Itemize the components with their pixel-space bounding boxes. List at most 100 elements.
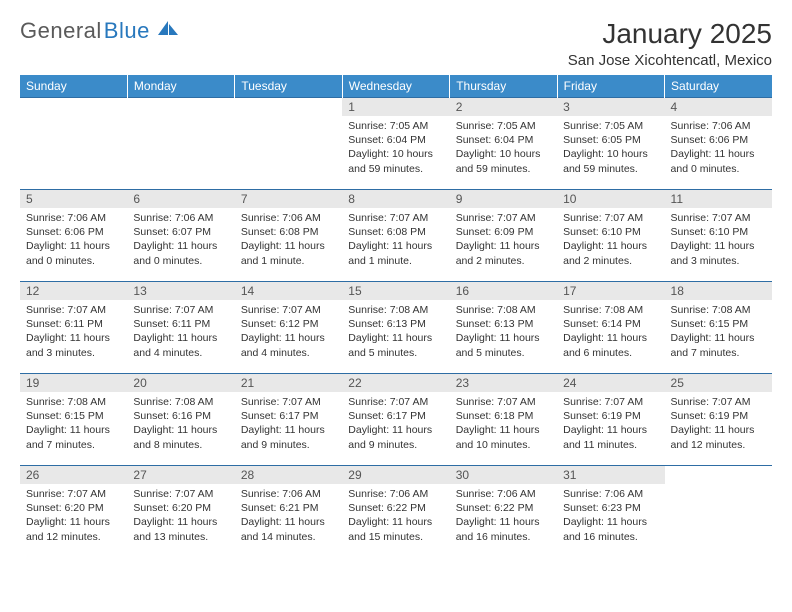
day-number: 3: [557, 98, 664, 116]
weekday-header: Monday: [127, 75, 234, 98]
calendar-day-cell: 10Sunrise: 7:07 AMSunset: 6:10 PMDayligh…: [557, 190, 664, 282]
day-details: Sunrise: 7:07 AMSunset: 6:17 PMDaylight:…: [342, 392, 449, 455]
day-details: Sunrise: 7:08 AMSunset: 6:13 PMDaylight:…: [342, 300, 449, 363]
month-title: January 2025: [568, 18, 772, 50]
day-number: 8: [342, 190, 449, 208]
day-details: Sunrise: 7:07 AMSunset: 6:20 PMDaylight:…: [127, 484, 234, 547]
day-number: 22: [342, 374, 449, 392]
calendar-day-cell: 7Sunrise: 7:06 AMSunset: 6:08 PMDaylight…: [235, 190, 342, 282]
calendar-day-cell: 28Sunrise: 7:06 AMSunset: 6:21 PMDayligh…: [235, 466, 342, 558]
calendar-day-cell: 2Sunrise: 7:05 AMSunset: 6:04 PMDaylight…: [450, 98, 557, 190]
day-number: 30: [450, 466, 557, 484]
calendar-table: SundayMondayTuesdayWednesdayThursdayFrid…: [20, 75, 772, 558]
day-details: Sunrise: 7:07 AMSunset: 6:11 PMDaylight:…: [20, 300, 127, 363]
title-block: January 2025 San Jose Xicohtencatl, Mexi…: [568, 18, 772, 69]
calendar-day-cell: 20Sunrise: 7:08 AMSunset: 6:16 PMDayligh…: [127, 374, 234, 466]
day-number: 27: [127, 466, 234, 484]
calendar-day-cell: 26Sunrise: 7:07 AMSunset: 6:20 PMDayligh…: [20, 466, 127, 558]
day-number: 21: [235, 374, 342, 392]
day-number: 29: [342, 466, 449, 484]
calendar-day-cell: 8Sunrise: 7:07 AMSunset: 6:08 PMDaylight…: [342, 190, 449, 282]
calendar-day-cell: 16Sunrise: 7:08 AMSunset: 6:13 PMDayligh…: [450, 282, 557, 374]
day-details: Sunrise: 7:07 AMSunset: 6:11 PMDaylight:…: [127, 300, 234, 363]
calendar-day-cell: 31Sunrise: 7:06 AMSunset: 6:23 PMDayligh…: [557, 466, 664, 558]
day-number: 24: [557, 374, 664, 392]
calendar-day-cell: .: [127, 98, 234, 190]
day-number: 14: [235, 282, 342, 300]
calendar-week-row: 19Sunrise: 7:08 AMSunset: 6:15 PMDayligh…: [20, 374, 772, 466]
calendar-day-cell: 27Sunrise: 7:07 AMSunset: 6:20 PMDayligh…: [127, 466, 234, 558]
calendar-day-cell: 9Sunrise: 7:07 AMSunset: 6:09 PMDaylight…: [450, 190, 557, 282]
day-details: Sunrise: 7:06 AMSunset: 6:07 PMDaylight:…: [127, 208, 234, 271]
day-details: Sunrise: 7:08 AMSunset: 6:15 PMDaylight:…: [665, 300, 772, 363]
calendar-week-row: 12Sunrise: 7:07 AMSunset: 6:11 PMDayligh…: [20, 282, 772, 374]
day-number: 5: [20, 190, 127, 208]
calendar-day-cell: .: [665, 466, 772, 558]
day-details: Sunrise: 7:07 AMSunset: 6:19 PMDaylight:…: [665, 392, 772, 455]
location: San Jose Xicohtencatl, Mexico: [568, 52, 772, 69]
calendar-day-cell: 22Sunrise: 7:07 AMSunset: 6:17 PMDayligh…: [342, 374, 449, 466]
calendar-day-cell: 5Sunrise: 7:06 AMSunset: 6:06 PMDaylight…: [20, 190, 127, 282]
calendar-day-cell: 30Sunrise: 7:06 AMSunset: 6:22 PMDayligh…: [450, 466, 557, 558]
day-details: Sunrise: 7:06 AMSunset: 6:22 PMDaylight:…: [342, 484, 449, 547]
calendar-head: SundayMondayTuesdayWednesdayThursdayFrid…: [20, 75, 772, 98]
day-number: 13: [127, 282, 234, 300]
calendar-day-cell: 1Sunrise: 7:05 AMSunset: 6:04 PMDaylight…: [342, 98, 449, 190]
day-number: 16: [450, 282, 557, 300]
calendar-day-cell: 18Sunrise: 7:08 AMSunset: 6:15 PMDayligh…: [665, 282, 772, 374]
day-number: 9: [450, 190, 557, 208]
day-details: Sunrise: 7:07 AMSunset: 6:08 PMDaylight:…: [342, 208, 449, 271]
day-details: Sunrise: 7:06 AMSunset: 6:06 PMDaylight:…: [665, 116, 772, 179]
calendar-day-cell: .: [20, 98, 127, 190]
calendar-day-cell: 3Sunrise: 7:05 AMSunset: 6:05 PMDaylight…: [557, 98, 664, 190]
day-details: Sunrise: 7:07 AMSunset: 6:09 PMDaylight:…: [450, 208, 557, 271]
day-number: 26: [20, 466, 127, 484]
calendar-day-cell: 6Sunrise: 7:06 AMSunset: 6:07 PMDaylight…: [127, 190, 234, 282]
day-number: 10: [557, 190, 664, 208]
day-number: 19: [20, 374, 127, 392]
day-number: 4: [665, 98, 772, 116]
day-number: 1: [342, 98, 449, 116]
calendar-day-cell: 17Sunrise: 7:08 AMSunset: 6:14 PMDayligh…: [557, 282, 664, 374]
day-number: 7: [235, 190, 342, 208]
calendar-day-cell: 23Sunrise: 7:07 AMSunset: 6:18 PMDayligh…: [450, 374, 557, 466]
calendar-body: ...1Sunrise: 7:05 AMSunset: 6:04 PMDayli…: [20, 98, 772, 558]
calendar-day-cell: 29Sunrise: 7:06 AMSunset: 6:22 PMDayligh…: [342, 466, 449, 558]
logo-text-gray: General: [20, 18, 102, 44]
weekday-header: Wednesday: [342, 75, 449, 98]
day-details: Sunrise: 7:05 AMSunset: 6:04 PMDaylight:…: [342, 116, 449, 179]
day-details: Sunrise: 7:07 AMSunset: 6:10 PMDaylight:…: [665, 208, 772, 271]
day-details: Sunrise: 7:08 AMSunset: 6:14 PMDaylight:…: [557, 300, 664, 363]
calendar-week-row: 26Sunrise: 7:07 AMSunset: 6:20 PMDayligh…: [20, 466, 772, 558]
calendar-day-cell: 19Sunrise: 7:08 AMSunset: 6:15 PMDayligh…: [20, 374, 127, 466]
day-details: Sunrise: 7:06 AMSunset: 6:06 PMDaylight:…: [20, 208, 127, 271]
day-details: Sunrise: 7:05 AMSunset: 6:04 PMDaylight:…: [450, 116, 557, 179]
calendar-day-cell: 21Sunrise: 7:07 AMSunset: 6:17 PMDayligh…: [235, 374, 342, 466]
day-details: Sunrise: 7:07 AMSunset: 6:19 PMDaylight:…: [557, 392, 664, 455]
logo-sail-icon: [154, 19, 180, 44]
day-number: 17: [557, 282, 664, 300]
calendar-day-cell: 25Sunrise: 7:07 AMSunset: 6:19 PMDayligh…: [665, 374, 772, 466]
day-details: Sunrise: 7:06 AMSunset: 6:23 PMDaylight:…: [557, 484, 664, 547]
day-number: 15: [342, 282, 449, 300]
calendar-day-cell: 13Sunrise: 7:07 AMSunset: 6:11 PMDayligh…: [127, 282, 234, 374]
header: GeneralBlue January 2025 San Jose Xicoht…: [20, 18, 772, 69]
day-details: Sunrise: 7:08 AMSunset: 6:15 PMDaylight:…: [20, 392, 127, 455]
weekday-header: Saturday: [665, 75, 772, 98]
calendar-day-cell: 15Sunrise: 7:08 AMSunset: 6:13 PMDayligh…: [342, 282, 449, 374]
calendar-week-row: ...1Sunrise: 7:05 AMSunset: 6:04 PMDayli…: [20, 98, 772, 190]
day-number: 28: [235, 466, 342, 484]
weekday-header: Sunday: [20, 75, 127, 98]
day-details: Sunrise: 7:07 AMSunset: 6:12 PMDaylight:…: [235, 300, 342, 363]
logo-text-blue: Blue: [104, 18, 150, 44]
day-number: 12: [20, 282, 127, 300]
day-number: 6: [127, 190, 234, 208]
calendar-day-cell: 12Sunrise: 7:07 AMSunset: 6:11 PMDayligh…: [20, 282, 127, 374]
day-number: 20: [127, 374, 234, 392]
day-details: Sunrise: 7:07 AMSunset: 6:17 PMDaylight:…: [235, 392, 342, 455]
calendar-day-cell: 24Sunrise: 7:07 AMSunset: 6:19 PMDayligh…: [557, 374, 664, 466]
day-number: 31: [557, 466, 664, 484]
day-number: 2: [450, 98, 557, 116]
calendar-day-cell: .: [235, 98, 342, 190]
day-number: 11: [665, 190, 772, 208]
